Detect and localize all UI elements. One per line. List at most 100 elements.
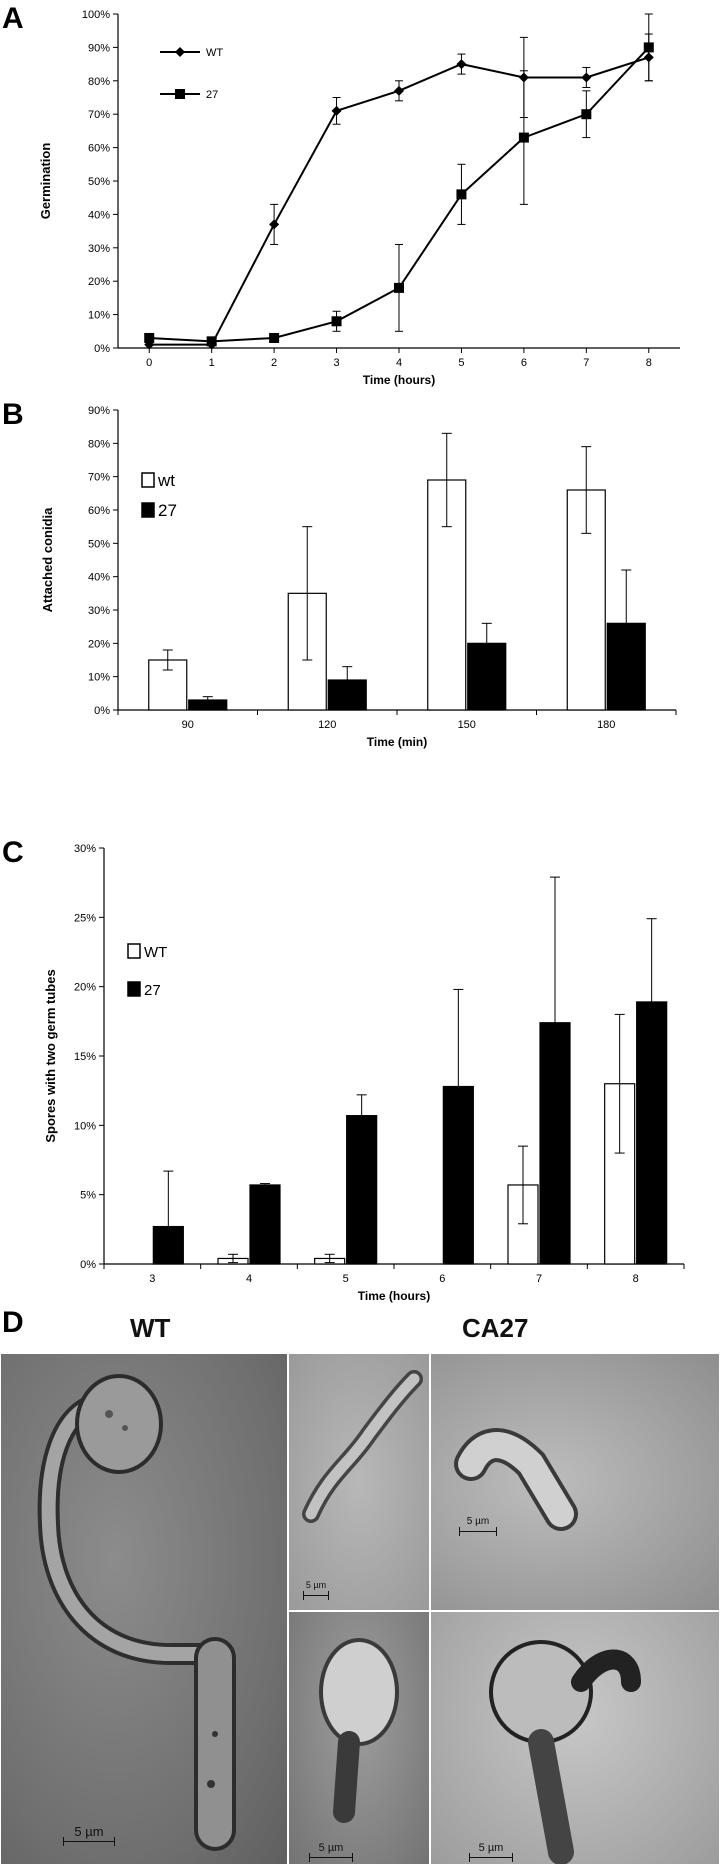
y-tick-label: 25% — [74, 912, 96, 924]
y-axis-label: Spores with two germ tubes — [43, 969, 58, 1142]
y-tick-label: 40% — [88, 209, 110, 221]
data-point-27 — [331, 316, 342, 327]
y-tick-label: 0% — [80, 1259, 96, 1271]
scale-bar-ca27-3: 5 µm — [309, 1842, 353, 1862]
y-tick-label: 50% — [88, 176, 110, 188]
bar-27-4 — [249, 1184, 281, 1265]
scale-bar-ca27-1: 5 µm — [303, 1580, 329, 1600]
micrograph-wt-label: WT — [130, 1313, 171, 1343]
y-tick-label: 10% — [74, 1120, 96, 1132]
scale-bar-wt: 5 µm — [63, 1824, 115, 1846]
panel-letter-b: B — [2, 398, 24, 431]
y-tick-label: 90% — [88, 405, 110, 417]
micrograph-ca27-3: 5 µm — [288, 1611, 430, 1865]
x-tick-label: 8 — [646, 357, 652, 369]
data-point-WT — [331, 105, 342, 116]
hypha-wt-shape — [37, 1374, 236, 1851]
x-tick-label: 3 — [333, 357, 339, 369]
y-tick-label: 30% — [88, 605, 110, 617]
y-tick-label: 40% — [88, 572, 110, 584]
data-point-27 — [206, 336, 217, 347]
x-axis-label: Time (hours) — [363, 373, 435, 387]
legend-marker-27 — [175, 89, 185, 99]
y-tick-label: 70% — [88, 472, 110, 484]
x-tick-label: 6 — [439, 1273, 445, 1285]
legend-label: 27 — [158, 501, 177, 520]
micrograph-wt: 5 µm — [0, 1353, 288, 1865]
data-point-WT — [456, 59, 467, 70]
hypha-ca27-4-shape — [489, 1640, 641, 1864]
legend-swatch-WT — [127, 943, 141, 959]
y-tick-label: 90% — [88, 42, 110, 54]
data-point-27 — [518, 132, 529, 143]
legend-label: wt — [157, 471, 175, 490]
y-axis-label: Attached conidia — [40, 507, 55, 613]
bar-27-5 — [346, 1115, 378, 1265]
x-tick-label: 8 — [633, 1273, 639, 1285]
legend-marker-WT — [175, 47, 185, 57]
panel-letter-d: D — [2, 1306, 24, 1339]
data-point-27 — [643, 42, 654, 53]
x-tick-label: 5 — [458, 357, 464, 369]
micrograph-ca27-1: 5 µm — [288, 1353, 430, 1611]
y-tick-label: 15% — [74, 1051, 96, 1063]
x-tick-label: 6 — [521, 357, 527, 369]
data-point-WT — [269, 219, 280, 230]
x-tick-label: 2 — [271, 357, 277, 369]
scale-bar-ca27-2: 5 µm — [459, 1516, 497, 1536]
data-point-WT — [394, 85, 404, 96]
x-tick-label: 3 — [149, 1273, 155, 1285]
scale-bar-ca27-4: 5 µm — [469, 1842, 513, 1862]
y-tick-label: 20% — [74, 982, 96, 994]
y-tick-label: 70% — [88, 109, 110, 121]
x-axis-label: Time (min) — [367, 735, 427, 749]
y-tick-label: 20% — [88, 276, 110, 288]
chart-b-attached-conidia: 0% 10% 20% 30% 40% 50% 60% 70% 80% 90% 90 120 150 180… — [40, 405, 677, 749]
legend-label: WT — [206, 47, 223, 59]
hypha-ca27-1-shape — [302, 1370, 423, 1523]
hypha-ca27-3-shape — [319, 1638, 399, 1823]
y-tick-label: 60% — [88, 143, 110, 155]
y-tick-label: 80% — [88, 438, 110, 450]
micrograph-ca27-2: 5 µm — [430, 1353, 720, 1611]
x-tick-label: 7 — [536, 1273, 542, 1285]
y-tick-label: 30% — [74, 843, 96, 855]
panel-letter-c: C — [2, 836, 24, 869]
x-tick-label: 4 — [246, 1273, 252, 1285]
y-tick-label: 20% — [88, 638, 110, 650]
micrograph-ca27-4: 5 µm — [430, 1611, 720, 1865]
legend-label: 27 — [144, 982, 161, 999]
y-tick-label: 50% — [88, 538, 110, 550]
panel-letter-a: A — [2, 2, 24, 35]
y-tick-label: 10% — [88, 310, 110, 322]
x-tick-label: 0 — [146, 357, 152, 369]
y-tick-label: 60% — [88, 505, 110, 517]
x-tick-label: 120 — [318, 719, 336, 731]
x-tick-label: 7 — [583, 357, 589, 369]
y-tick-label: 0% — [94, 343, 110, 355]
hypha-ca27-2-shape — [454, 1428, 578, 1531]
x-tick-label: 90 — [182, 719, 194, 731]
y-tick-label: 100% — [82, 9, 110, 21]
x-axis-label: Time (hours) — [358, 1289, 430, 1303]
micrograph-ca27-label: CA27 — [462, 1313, 529, 1343]
y-tick-label: 10% — [88, 672, 110, 684]
y-tick-label: 30% — [88, 243, 110, 255]
data-point-WT — [581, 72, 592, 83]
x-tick-label: 150 — [458, 719, 476, 731]
legend-label: WT — [144, 944, 167, 961]
y-tick-label: 0% — [94, 705, 110, 717]
x-tick-label: 4 — [396, 357, 402, 369]
y-tick-label: 80% — [88, 76, 110, 88]
x-tick-label: 1 — [209, 357, 215, 369]
data-point-27 — [144, 332, 155, 343]
data-point-27 — [394, 282, 404, 293]
data-point-27 — [456, 189, 467, 200]
x-tick-label: 180 — [597, 719, 615, 731]
data-point-27 — [581, 109, 592, 120]
legend-swatch-wt — [141, 472, 155, 488]
data-point-27 — [269, 332, 280, 343]
legend-label: 27 — [206, 89, 218, 101]
y-tick-label: 5% — [80, 1190, 96, 1202]
legend-swatch-27 — [141, 502, 155, 518]
